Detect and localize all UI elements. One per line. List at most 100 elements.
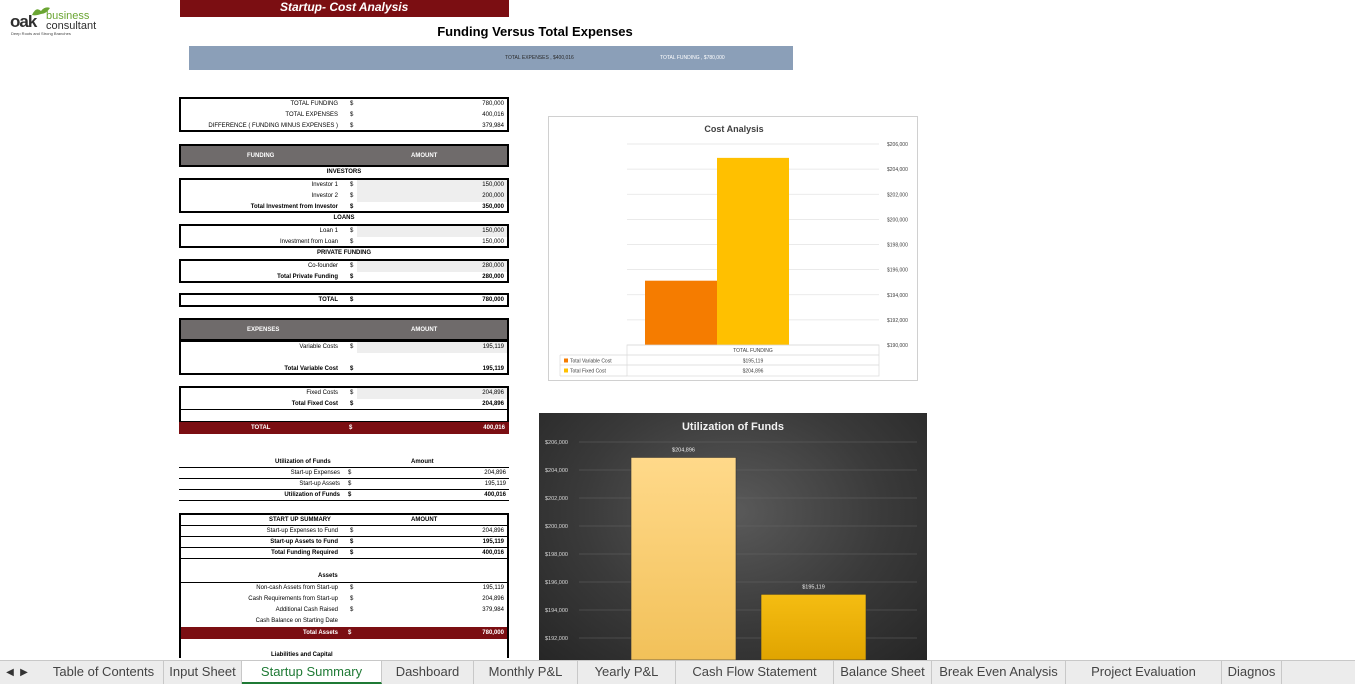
- asset-row[interactable]: Non-cash Assets from Start-up $195,119: [181, 583, 507, 594]
- cost-y-tick: $196,000: [887, 268, 908, 274]
- row-value: 195,119: [482, 366, 504, 372]
- fixed-cost-row[interactable]: Fixed Costs $204,896: [181, 388, 507, 399]
- total-fixed-cost-row[interactable]: Total Fixed Cost $204,896: [181, 399, 507, 410]
- row-currency: $: [350, 401, 354, 407]
- utilization-row[interactable]: Start-up Expenses $204,896: [179, 468, 509, 479]
- row-currency: $: [350, 297, 354, 303]
- row-label: Fixed Costs: [306, 390, 338, 396]
- row-value: 780,000: [482, 101, 504, 107]
- startup-summary-amount-header: AMOUNT: [411, 517, 438, 523]
- table-row[interactable]: Total Investment from Investor $350,000: [181, 202, 507, 213]
- row-label: Cash Balance on Starting Date: [255, 618, 338, 624]
- util-bar-startup-expenses[interactable]: [630, 457, 737, 660]
- tab-yearly-p-l[interactable]: Yearly P&L: [578, 661, 676, 684]
- expenses-total-label: TOTAL: [251, 425, 271, 431]
- cost-bar-fixed[interactable]: [717, 157, 789, 345]
- loans-title: LOANS: [333, 215, 355, 221]
- funding-total[interactable]: TOTAL $780,000: [181, 295, 507, 306]
- tab-balance-sheet[interactable]: Balance Sheet: [834, 661, 932, 684]
- spreadsheet-area[interactable]: oak business consultant Deep Roots and S…: [0, 0, 1355, 660]
- row-label: Non-cash Assets from Start-up: [256, 585, 338, 591]
- utilization-chart-title: Utilization of Funds: [682, 421, 784, 433]
- row-value: 204,896: [482, 596, 504, 602]
- tab-dashboard[interactable]: Dashboard: [382, 661, 474, 684]
- startup-summary-header: START UP SUMMARY AMOUNT: [181, 515, 507, 525]
- cost-bar-variable[interactable]: [645, 280, 717, 345]
- row-value: 195,119: [482, 585, 504, 591]
- expenses-total-row: TOTAL $ 400,016: [179, 422, 509, 434]
- asset-row[interactable]: Cash Balance on Starting Date: [181, 616, 507, 627]
- row-label: Start-up Assets: [299, 481, 340, 487]
- tab-monthly-p-l[interactable]: Monthly P&L: [474, 661, 578, 684]
- row-value: 379,984: [482, 123, 504, 129]
- table-row[interactable]: Investor 2 $200,000: [181, 191, 507, 202]
- funding-amount-header: AMOUNT: [411, 153, 438, 159]
- cost-table-value: $204,896: [743, 369, 764, 375]
- row-currency: $: [350, 263, 354, 269]
- cost-y-tick: $192,000: [887, 318, 908, 324]
- utilization-header: Utilization of Funds Amount: [179, 457, 509, 468]
- row-label: Investor 1: [311, 182, 338, 188]
- cost-y-tick: $190,000: [887, 343, 908, 349]
- table-row[interactable]: Total Private Funding $280,000: [181, 272, 507, 283]
- startup-summary-rows: Start-up Expenses to Fund $204,896 Start-u…: [181, 525, 507, 559]
- row-label: Start-up Expenses: [290, 470, 340, 476]
- utilization-chart[interactable]: Utilization of Funds $206,000 $204,000 $202…: [539, 413, 927, 660]
- row-currency: $: [350, 274, 354, 280]
- row-label: Total Variable Cost: [284, 366, 338, 372]
- table-row[interactable]: Investment from Loan $150,000: [181, 237, 507, 248]
- utilization-plot: Utilization of Funds $206,000 $204,000 $202…: [545, 421, 917, 660]
- row-value: 400,016: [484, 492, 506, 498]
- utilization-row[interactable]: Start-up Assets $195,119: [179, 479, 509, 490]
- row-value: 400,016: [482, 550, 504, 556]
- totals-strip: TOTAL EXPENSES , $400,016 TOTAL FUNDING …: [189, 46, 793, 70]
- tab-scroll-left-icon[interactable]: ◀: [6, 667, 14, 678]
- table-row[interactable]: TOTAL EXPENSES $400,016: [181, 110, 507, 121]
- asset-row[interactable]: Additional Cash Raised $379,984: [181, 605, 507, 616]
- row-currency: $: [350, 596, 354, 602]
- tab-break-even-analysis[interactable]: Break Even Analysis: [932, 661, 1066, 684]
- tab-cash-flow-statement[interactable]: Cash Flow Statement: [676, 661, 834, 684]
- row-currency: $: [350, 182, 354, 188]
- private-funding-table: Co-founder $280,000 Total Private Funding $…: [179, 259, 509, 283]
- funding-total-row: TOTAL $780,000: [179, 293, 509, 307]
- cost-y-tick: $202,000: [887, 192, 908, 198]
- startup-summary-table: START UP SUMMARY AMOUNT Start-up Expense…: [179, 513, 509, 658]
- cost-analysis-chart[interactable]: Cost Analysis $206,000 $204,000 $202,000 $20…: [548, 116, 918, 381]
- row-label: Additional Cash Raised: [275, 607, 338, 613]
- funding-header-label: FUNDING: [247, 153, 275, 159]
- startup-summary-row[interactable]: Start-up Expenses to Fund $204,896: [181, 526, 507, 537]
- util-y-tick: $204,000: [545, 468, 568, 474]
- row-label: Investment from Loan: [279, 239, 338, 245]
- tab-diagnos[interactable]: Diagnos: [1222, 661, 1282, 684]
- utilization-table: Start-up Expenses $204,896 Start-up Assets…: [179, 467, 509, 501]
- legend-label: Total Variable Cost: [570, 359, 612, 365]
- table-row[interactable]: TOTAL FUNDING $780,000: [181, 99, 507, 110]
- tab-scroll-right-icon[interactable]: ▶: [20, 667, 28, 678]
- page-title: Funding Versus Total Expenses: [437, 24, 633, 39]
- utilization-row[interactable]: Utilization of Funds $400,016: [179, 490, 509, 501]
- table-row[interactable]: Loan 1 $150,000: [181, 226, 507, 237]
- tab-startup-summary[interactable]: Startup Summary: [242, 661, 382, 684]
- variable-cost-table: Variable Costs $195,119 Total Variable Cos…: [179, 340, 509, 375]
- row-value: 150,000: [482, 182, 504, 188]
- table-row[interactable]: Investor 1 $150,000: [181, 180, 507, 191]
- row-label: Total Private Funding: [277, 274, 338, 280]
- row-currency: $: [350, 193, 354, 199]
- startup-summary-row[interactable]: Start-up Assets to Fund $195,119: [181, 537, 507, 548]
- startup-summary-row[interactable]: Total Funding Required $400,016: [181, 548, 507, 559]
- table-row[interactable]: DIFFERENCE ( FUNDING MINUS EXPENSES ) $37…: [181, 121, 507, 132]
- funding-header: FUNDING AMOUNT: [179, 144, 509, 167]
- total-variable-cost-row[interactable]: Total Variable Cost $195,119: [181, 364, 507, 375]
- logo-line1: business: [46, 10, 90, 22]
- row-currency: $: [350, 585, 354, 591]
- tab-table-of-contents[interactable]: Table of Contents: [44, 661, 164, 684]
- liabilities-title: Liabilities and Capital: [271, 652, 333, 658]
- row-value: 150,000: [482, 228, 504, 234]
- tab-input-sheet[interactable]: Input Sheet: [164, 661, 242, 684]
- variable-cost-row[interactable]: Variable Costs $195,119: [181, 342, 507, 353]
- tab-project-evaluation[interactable]: Project Evaluation: [1066, 661, 1222, 684]
- table-row[interactable]: Co-founder $280,000: [181, 261, 507, 272]
- asset-row[interactable]: Cash Requirements from Start-up $204,896: [181, 594, 507, 605]
- util-bar-startup-assets[interactable]: [760, 594, 867, 660]
